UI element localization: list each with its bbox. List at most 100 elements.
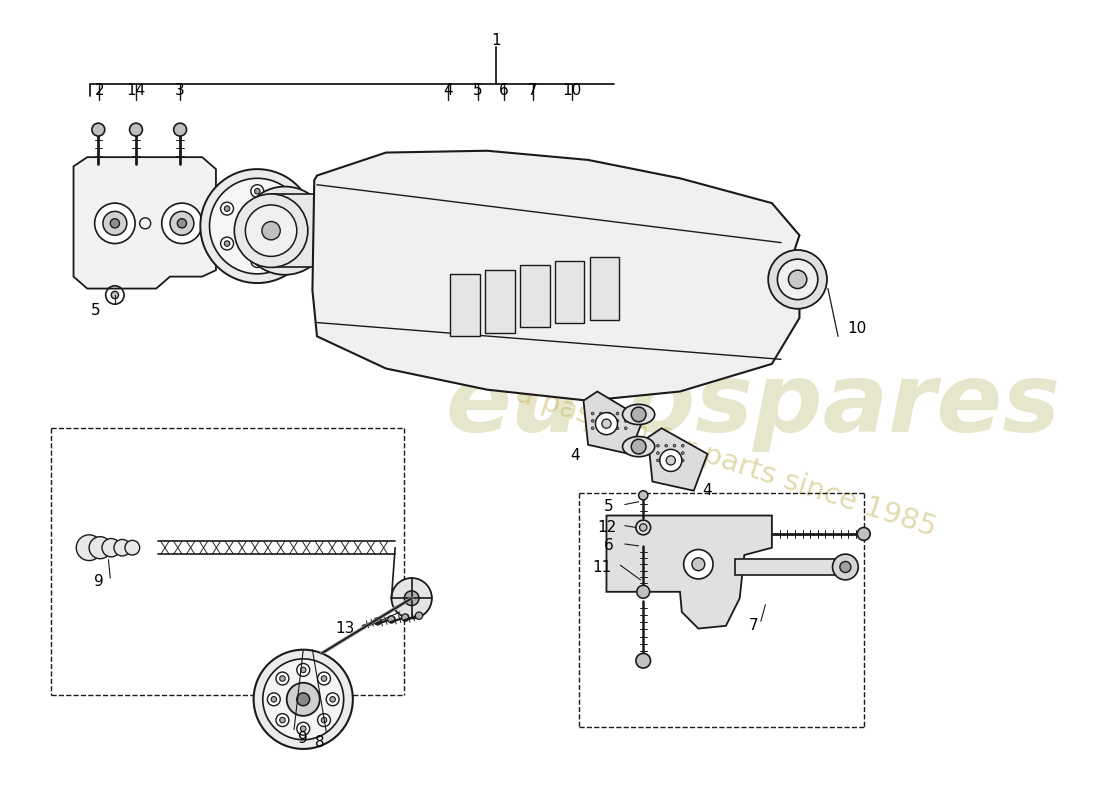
- Circle shape: [241, 186, 329, 274]
- Circle shape: [282, 237, 294, 250]
- Text: 4: 4: [571, 448, 580, 463]
- Text: 9: 9: [95, 574, 104, 589]
- Circle shape: [267, 693, 280, 706]
- Circle shape: [673, 444, 675, 447]
- Polygon shape: [606, 515, 772, 629]
- Circle shape: [857, 527, 870, 540]
- Circle shape: [263, 659, 343, 740]
- Ellipse shape: [623, 404, 654, 425]
- Circle shape: [278, 224, 292, 237]
- Circle shape: [608, 419, 611, 422]
- Circle shape: [681, 452, 684, 454]
- Text: 5: 5: [91, 303, 100, 318]
- Circle shape: [251, 185, 264, 198]
- Circle shape: [625, 412, 627, 415]
- Polygon shape: [583, 391, 643, 454]
- Polygon shape: [485, 270, 515, 333]
- Circle shape: [170, 211, 194, 235]
- Polygon shape: [271, 194, 349, 267]
- Circle shape: [89, 537, 111, 558]
- Circle shape: [224, 241, 230, 246]
- Polygon shape: [74, 157, 216, 289]
- Circle shape: [600, 427, 603, 430]
- Circle shape: [388, 616, 395, 623]
- Circle shape: [639, 490, 648, 500]
- Text: 4: 4: [443, 82, 453, 98]
- Circle shape: [285, 241, 290, 246]
- Circle shape: [405, 591, 419, 606]
- Circle shape: [297, 693, 310, 706]
- Circle shape: [285, 206, 290, 211]
- Circle shape: [592, 412, 594, 415]
- Circle shape: [616, 419, 619, 422]
- Circle shape: [114, 539, 131, 556]
- Circle shape: [297, 722, 310, 735]
- Circle shape: [631, 407, 646, 422]
- Circle shape: [657, 452, 659, 454]
- Circle shape: [637, 586, 650, 598]
- Circle shape: [657, 444, 659, 447]
- Circle shape: [102, 538, 120, 557]
- Text: 6: 6: [604, 538, 613, 554]
- Circle shape: [76, 535, 102, 561]
- Circle shape: [221, 237, 233, 250]
- Circle shape: [631, 439, 646, 454]
- Text: 6: 6: [498, 82, 508, 98]
- Circle shape: [103, 211, 127, 235]
- Circle shape: [639, 524, 647, 531]
- Circle shape: [673, 459, 675, 462]
- Text: 2: 2: [95, 82, 104, 98]
- Circle shape: [279, 718, 285, 723]
- Circle shape: [602, 419, 612, 428]
- Circle shape: [110, 218, 120, 228]
- Circle shape: [254, 189, 260, 194]
- Circle shape: [287, 682, 320, 716]
- Circle shape: [625, 419, 627, 422]
- Circle shape: [616, 412, 619, 415]
- Circle shape: [162, 203, 202, 243]
- Circle shape: [667, 456, 675, 465]
- Circle shape: [402, 614, 409, 622]
- Circle shape: [318, 714, 330, 726]
- Circle shape: [92, 123, 104, 136]
- Circle shape: [250, 218, 265, 234]
- Circle shape: [111, 291, 119, 298]
- Circle shape: [271, 697, 276, 702]
- Circle shape: [840, 562, 851, 573]
- Circle shape: [254, 258, 260, 264]
- Circle shape: [318, 672, 330, 685]
- Circle shape: [200, 169, 315, 283]
- Circle shape: [234, 194, 308, 267]
- Text: 14: 14: [126, 82, 145, 98]
- Circle shape: [768, 250, 827, 309]
- Circle shape: [374, 618, 382, 625]
- Text: a passion for parts since 1985: a passion for parts since 1985: [512, 379, 939, 542]
- Circle shape: [625, 427, 627, 430]
- Polygon shape: [556, 261, 584, 323]
- Circle shape: [327, 693, 339, 706]
- Text: 8: 8: [315, 735, 324, 750]
- Circle shape: [789, 270, 806, 289]
- Circle shape: [125, 540, 140, 555]
- Circle shape: [239, 208, 276, 245]
- Circle shape: [330, 697, 336, 702]
- Text: 4: 4: [702, 483, 712, 498]
- Circle shape: [300, 726, 306, 731]
- Circle shape: [833, 554, 858, 580]
- Circle shape: [592, 419, 594, 422]
- Circle shape: [664, 452, 668, 454]
- Text: 5: 5: [473, 82, 483, 98]
- Circle shape: [657, 459, 659, 462]
- Text: 12: 12: [597, 520, 616, 535]
- Circle shape: [209, 178, 305, 274]
- Circle shape: [262, 222, 280, 240]
- Circle shape: [692, 558, 705, 570]
- Text: 3: 3: [175, 82, 185, 98]
- Circle shape: [416, 612, 422, 619]
- Text: 5: 5: [604, 499, 613, 514]
- Text: 9: 9: [298, 731, 308, 746]
- Circle shape: [592, 427, 594, 430]
- Circle shape: [254, 650, 353, 749]
- Circle shape: [174, 123, 187, 136]
- Circle shape: [321, 676, 327, 682]
